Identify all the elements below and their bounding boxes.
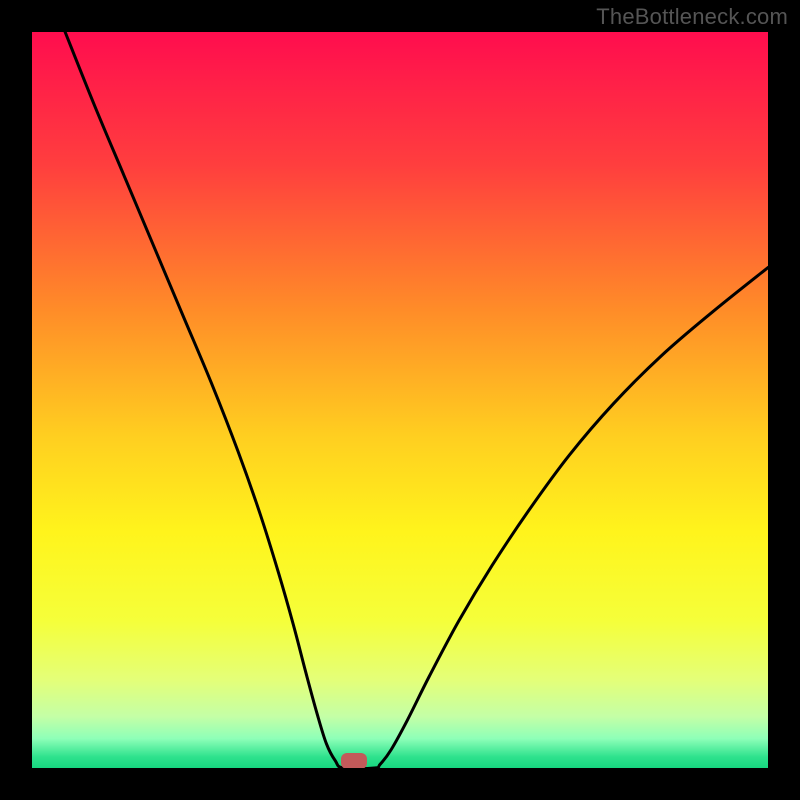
plot-area [32, 32, 768, 768]
chart-frame: TheBottleneck.com [0, 0, 800, 800]
optimum-marker [341, 753, 367, 768]
gradient-background [32, 32, 768, 768]
watermark-text: TheBottleneck.com [596, 4, 788, 30]
bottleneck-curve-chart [32, 32, 768, 768]
